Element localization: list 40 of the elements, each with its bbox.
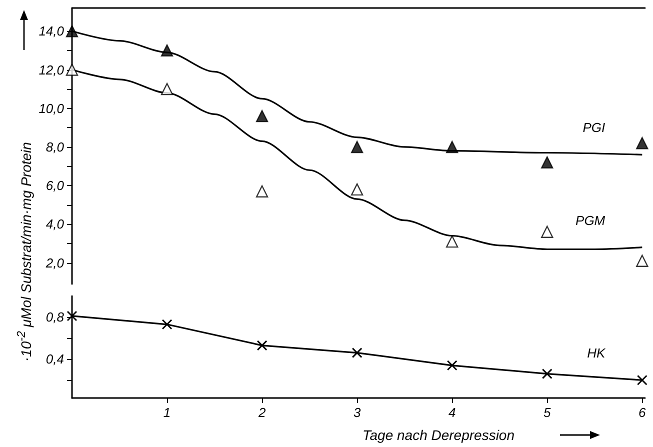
point bbox=[636, 137, 648, 150]
x-axis-title: Tage nach Derepression bbox=[362, 427, 515, 443]
x-tick-label: 2 bbox=[257, 405, 266, 420]
point bbox=[446, 235, 458, 248]
y-tick-label: 8,0 bbox=[46, 139, 65, 154]
point bbox=[541, 156, 554, 169]
point bbox=[256, 110, 268, 122]
y-tick-label: 14,0 bbox=[38, 24, 65, 39]
point bbox=[350, 140, 364, 154]
point bbox=[446, 140, 458, 154]
x-tick-label: 3 bbox=[353, 405, 362, 420]
point bbox=[636, 254, 648, 267]
series-label: PGM bbox=[576, 212, 606, 228]
point bbox=[160, 82, 174, 96]
y-tick-label: 10,0 bbox=[38, 100, 65, 116]
point bbox=[352, 348, 362, 358]
x-tick-label: 5 bbox=[544, 405, 552, 420]
point bbox=[636, 374, 648, 386]
y-tick-label: 12,0 bbox=[38, 62, 65, 78]
point bbox=[66, 64, 78, 76]
point bbox=[542, 368, 552, 380]
x-tick-label: 6 bbox=[638, 405, 647, 420]
y-tick-label: 0,8 bbox=[46, 310, 65, 325]
y-tick-label: 0,4 bbox=[46, 352, 64, 367]
point bbox=[66, 25, 78, 38]
point bbox=[160, 44, 174, 57]
y-tick-label: 4,0 bbox=[46, 216, 65, 232]
series-label: PGI bbox=[582, 120, 606, 136]
point bbox=[541, 226, 554, 238]
x-tick-label: 4 bbox=[448, 405, 456, 420]
point bbox=[66, 310, 78, 322]
series-label: HK bbox=[587, 346, 606, 361]
y-tick-label: 2,0 bbox=[44, 255, 65, 270]
point bbox=[446, 360, 458, 371]
point bbox=[256, 185, 268, 198]
point bbox=[256, 340, 268, 351]
x-tick-label: 1 bbox=[163, 405, 171, 420]
point bbox=[350, 183, 364, 196]
y-tick-label: 6,0 bbox=[46, 178, 65, 194]
point bbox=[162, 319, 172, 330]
